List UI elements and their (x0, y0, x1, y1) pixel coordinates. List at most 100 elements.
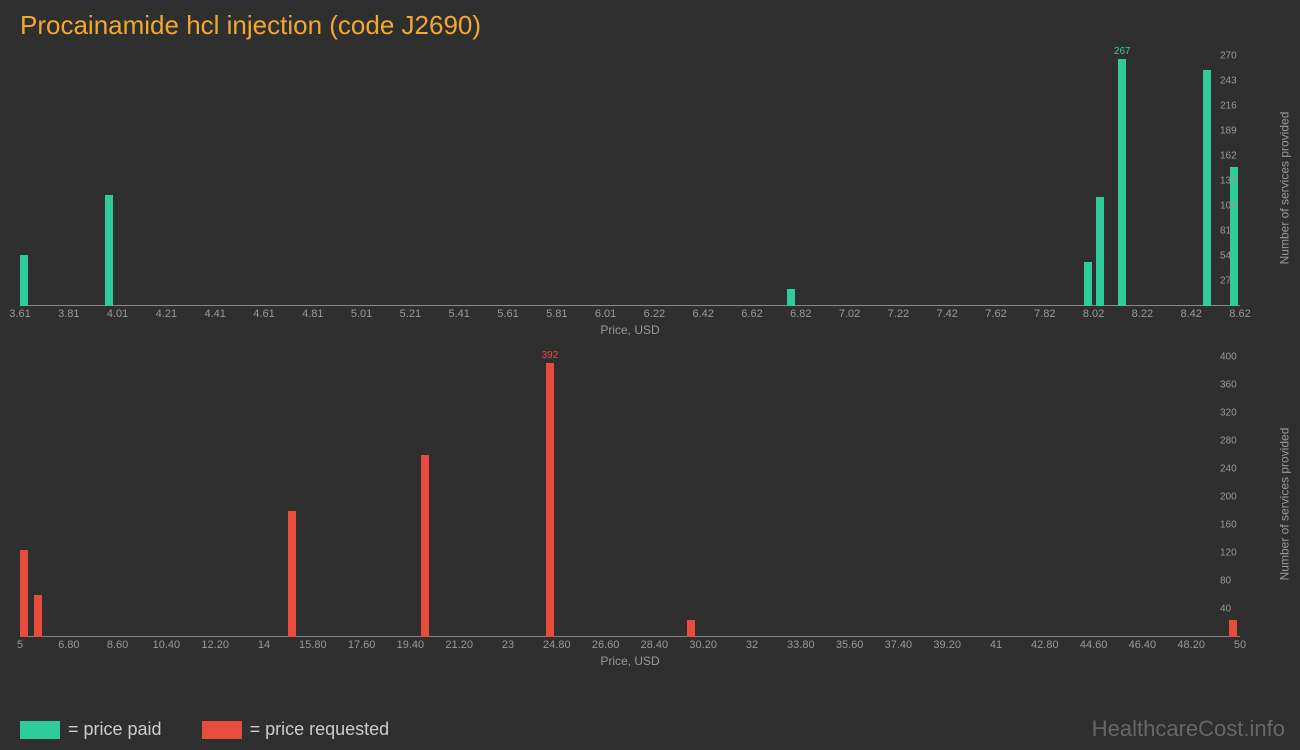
x-tick: 33.80 (787, 639, 815, 651)
x-tick: 44.60 (1080, 639, 1108, 651)
x-tick: 30.20 (689, 639, 717, 651)
bar (34, 595, 42, 637)
x-tick: 6.22 (644, 308, 665, 320)
y-tick: 54 (1220, 251, 1231, 262)
x-tick: 4.81 (302, 308, 323, 320)
page-title: Procainamide hcl injection (code J2690) (0, 0, 1300, 41)
bar-value-label: 392 (542, 350, 559, 361)
y-axis-label-bottom: Number of services provided (1278, 428, 1292, 581)
y-tick: 108 (1220, 201, 1237, 212)
x-tick: 4.41 (204, 308, 225, 320)
y-tick: 216 (1220, 101, 1237, 112)
y-tick: 189 (1220, 126, 1237, 137)
x-tick: 8.42 (1180, 308, 1201, 320)
x-tick: 48.20 (1177, 639, 1205, 651)
x-tick: 10.40 (153, 639, 181, 651)
x-tick: 28.40 (641, 639, 669, 651)
x-tick: 32 (746, 639, 758, 651)
x-tick: 5.41 (448, 308, 469, 320)
bar (687, 620, 695, 638)
legend-label-requested: = price requested (250, 719, 390, 740)
x-tick: 6.01 (595, 308, 616, 320)
x-tick: 3.81 (58, 308, 79, 320)
x-tick: 8.02 (1083, 308, 1104, 320)
x-tick: 5.21 (400, 308, 421, 320)
watermark: HealthcareCost.info (1092, 716, 1285, 742)
x-tick: 4.61 (253, 308, 274, 320)
x-tick: 5.01 (351, 308, 372, 320)
legend-label-paid: = price paid (68, 719, 162, 740)
y-tick: 280 (1220, 436, 1237, 447)
bar (1203, 70, 1211, 306)
y-tick: 81 (1220, 226, 1231, 237)
x-tick: 12.20 (201, 639, 229, 651)
x-tick: 46.40 (1129, 639, 1157, 651)
bar-value-label: 267 (1114, 46, 1131, 57)
y-tick: 360 (1220, 380, 1237, 391)
y-tick: 160 (1220, 520, 1237, 531)
legend-swatch-requested (202, 721, 242, 739)
x-tick: 39.20 (933, 639, 961, 651)
x-tick: 5 (17, 639, 23, 651)
x-tick: 4.21 (156, 308, 177, 320)
x-tick: 14 (258, 639, 270, 651)
legend-item-paid: = price paid (20, 719, 162, 740)
bar (288, 511, 296, 637)
x-tick: 4.01 (107, 308, 128, 320)
x-tick: 6.80 (58, 639, 79, 651)
x-tick: 7.42 (936, 308, 957, 320)
x-tick: 7.82 (1034, 308, 1055, 320)
x-tick: 17.60 (348, 639, 376, 651)
chart-price-paid: 267 275481108135162189216243270 Number o… (20, 56, 1280, 306)
y-tick: 80 (1220, 576, 1231, 587)
x-tick: 7.22 (888, 308, 909, 320)
y-tick: 162 (1220, 151, 1237, 162)
x-tick: 8.60 (107, 639, 128, 651)
y-tick: 120 (1220, 548, 1237, 559)
y-tick: 135 (1220, 176, 1237, 187)
bar (421, 455, 429, 637)
x-tick: 41 (990, 639, 1002, 651)
y-tick: 27 (1220, 276, 1231, 287)
bar (105, 195, 113, 306)
x-tick: 50 (1234, 639, 1246, 651)
x-tick: 7.02 (839, 308, 860, 320)
y-tick: 243 (1220, 76, 1237, 87)
y-tick: 240 (1220, 464, 1237, 475)
x-tick: 24.80 (543, 639, 571, 651)
y-tick: 270 (1220, 51, 1237, 62)
x-tick: 7.62 (985, 308, 1006, 320)
bar (1118, 59, 1126, 306)
x-tick: 35.60 (836, 639, 864, 651)
x-tick: 6.82 (790, 308, 811, 320)
x-tick: 23 (502, 639, 514, 651)
bar (1084, 262, 1092, 306)
legend: = price paid = price requested (20, 719, 389, 740)
x-tick: 3.61 (9, 308, 30, 320)
bar (20, 550, 28, 638)
x-tick: 19.40 (397, 639, 425, 651)
y-tick: 200 (1220, 492, 1237, 503)
legend-item-requested: = price requested (202, 719, 390, 740)
x-tick: 8.22 (1132, 308, 1153, 320)
x-tick: 21.20 (445, 639, 473, 651)
x-tick: 5.81 (546, 308, 567, 320)
legend-swatch-paid (20, 721, 60, 739)
bar (787, 289, 795, 306)
x-tick: 6.42 (692, 308, 713, 320)
x-tick: 26.60 (592, 639, 620, 651)
y-tick: 40 (1220, 604, 1231, 615)
x-tick: 42.80 (1031, 639, 1059, 651)
y-axis-label-top: Number of services provided (1278, 112, 1292, 265)
y-tick: 320 (1220, 408, 1237, 419)
x-axis-label-bottom: Price, USD (20, 654, 1240, 668)
x-tick: 15.80 (299, 639, 327, 651)
x-tick: 8.62 (1229, 308, 1250, 320)
bar (1096, 197, 1104, 306)
x-tick: 6.62 (741, 308, 762, 320)
x-tick: 37.40 (885, 639, 913, 651)
chart-price-requested: 392 4080120160200240280320360400 Number … (20, 357, 1280, 637)
bar (20, 255, 28, 306)
x-axis-label-top: Price, USD (20, 323, 1240, 337)
bar (546, 363, 554, 637)
